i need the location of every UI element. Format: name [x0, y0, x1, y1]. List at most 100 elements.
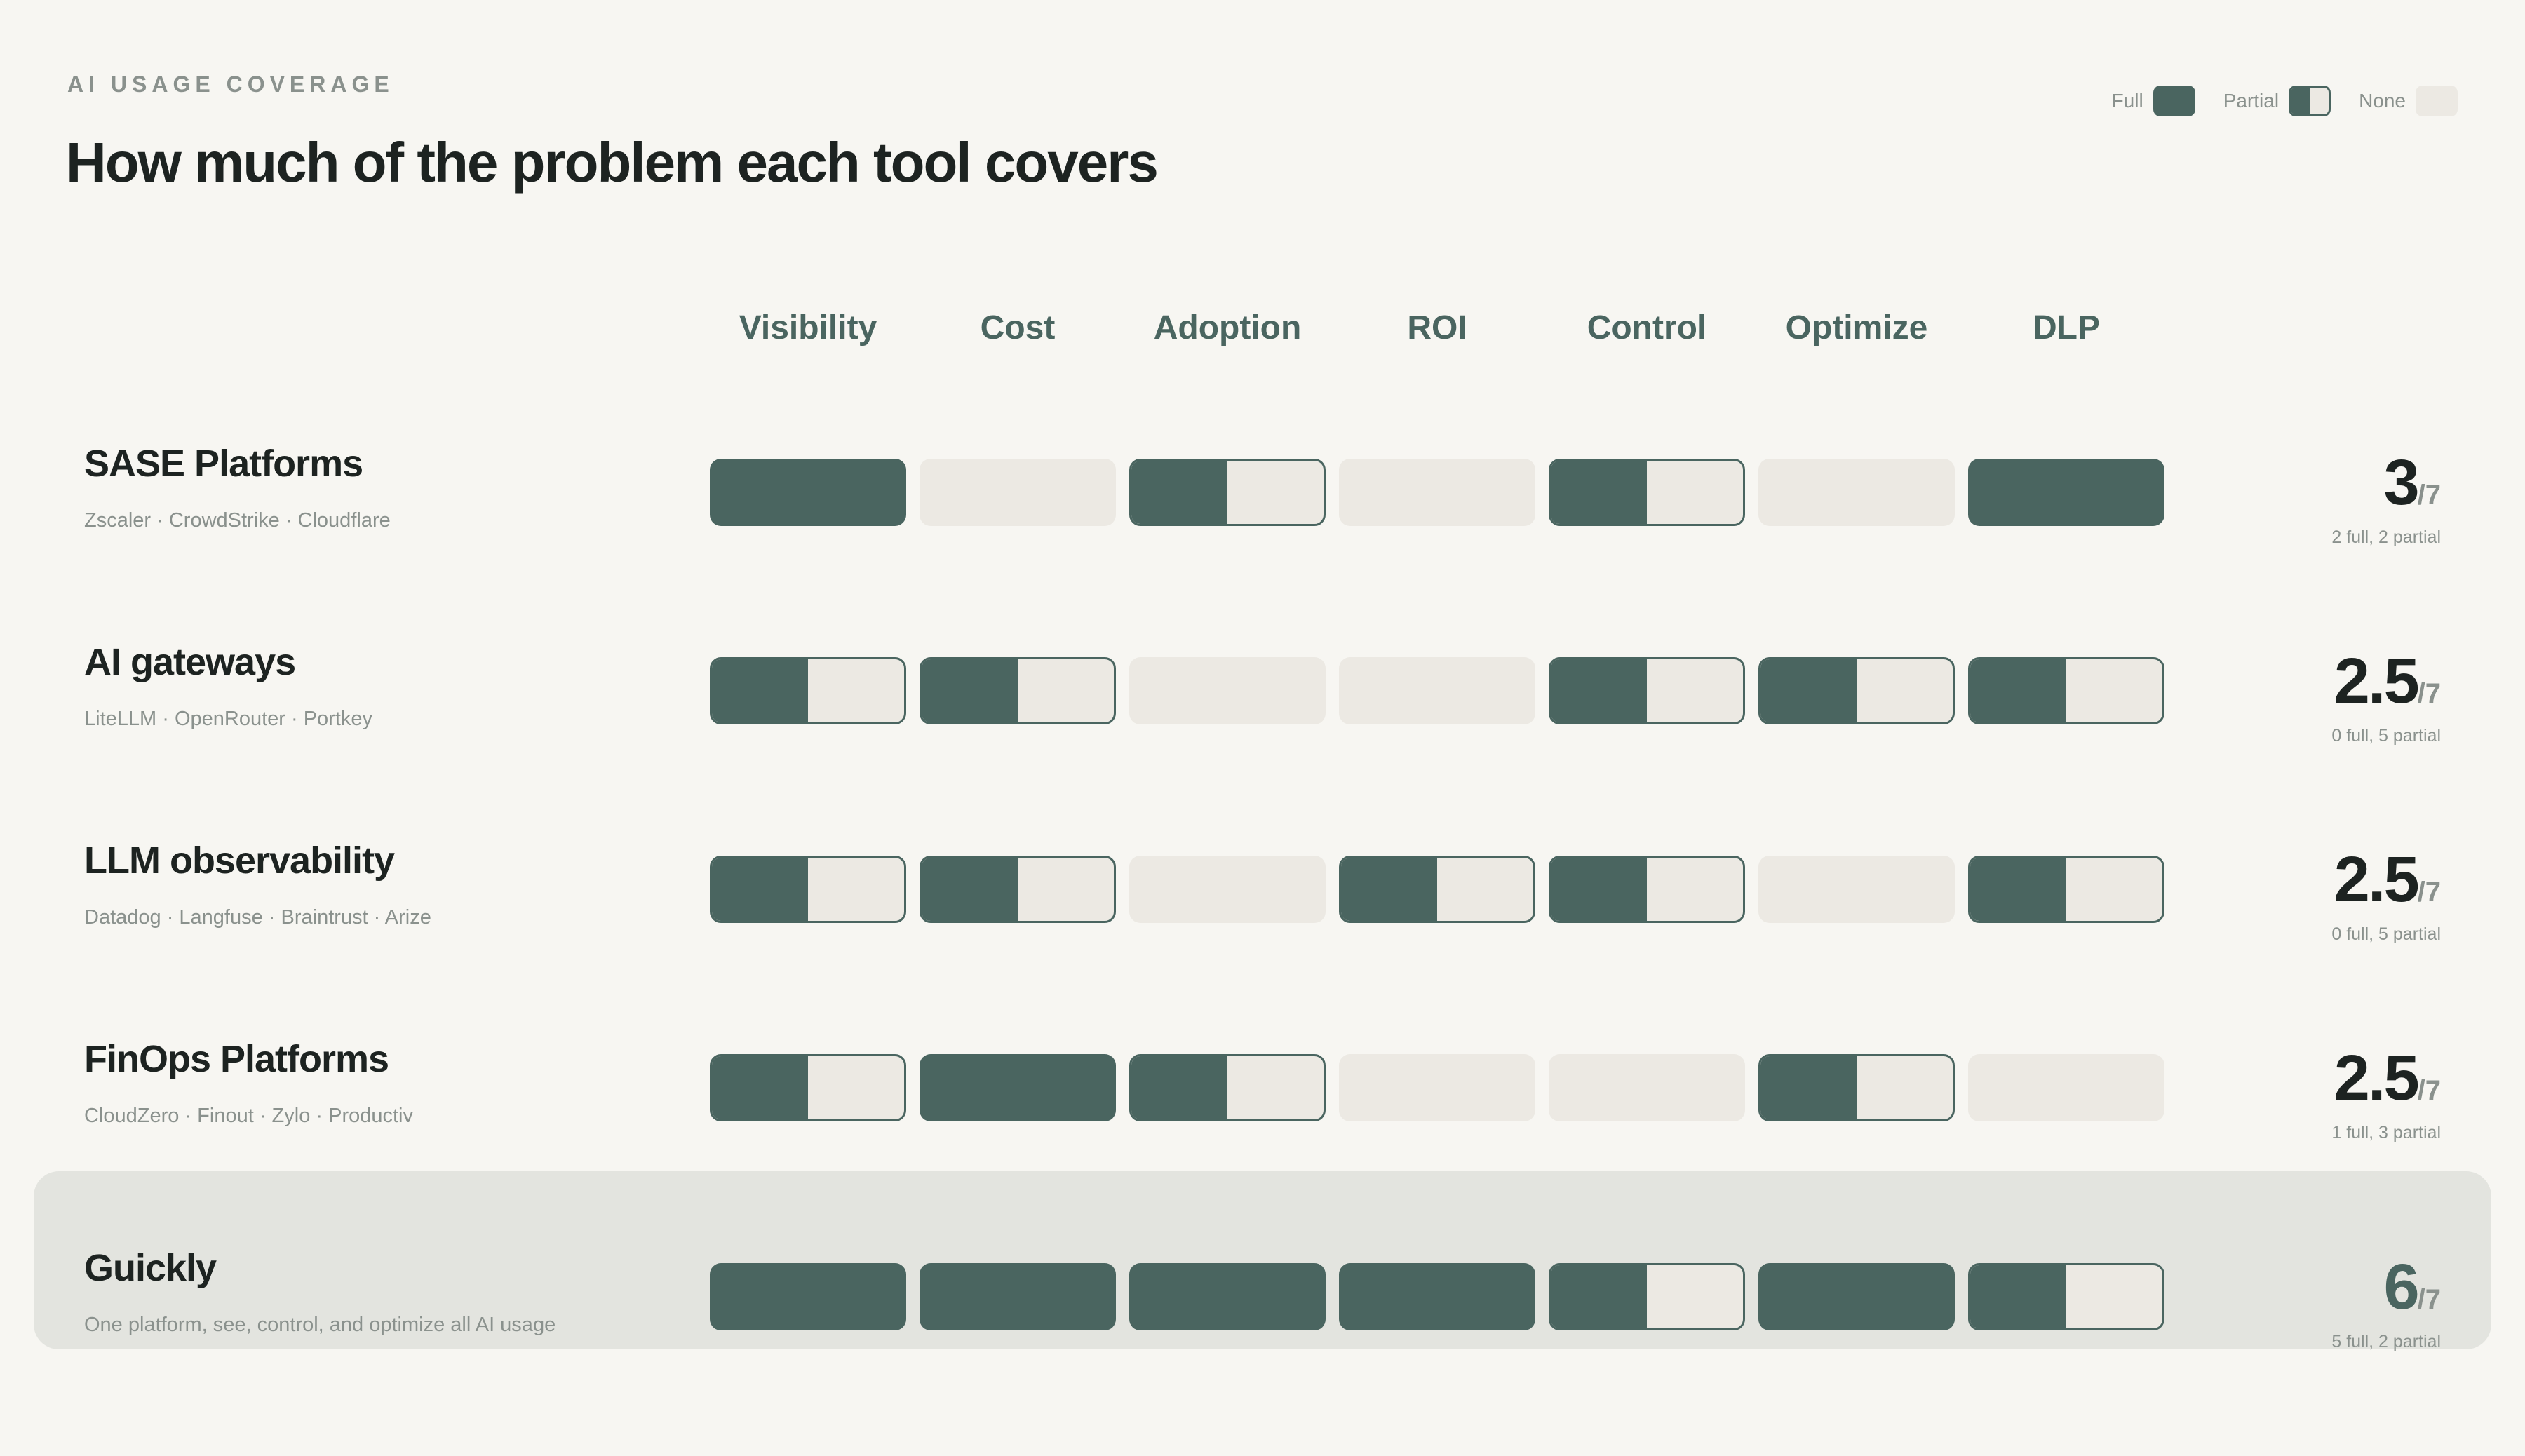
partial-fill [922, 659, 1018, 722]
coverage-cell-llm-observability-optimize-none [1758, 856, 1955, 923]
coverage-cell-sase-platforms-cost-none [920, 459, 1116, 526]
score-denominator: /7 [2417, 678, 2441, 709]
partial-fill [712, 858, 808, 921]
column-header-dlp: DLP [2033, 309, 2100, 346]
column-header-adoption: Adoption [1153, 309, 1302, 346]
legend-label-full: Full [2111, 90, 2143, 112]
legend-swatch-full [2153, 86, 2195, 116]
coverage-cell-llm-observability-dlp-partial [1968, 856, 2164, 923]
page-title: How much of the problem each tool covers [66, 131, 1159, 194]
coverage-cell-guickly-dlp-partial [1968, 1263, 2164, 1330]
coverage-cell-ai-gateways-optimize-partial [1758, 657, 1955, 724]
partial-fill [712, 659, 808, 722]
coverage-cell-ai-gateways-cost-partial [920, 657, 1116, 724]
row-examples: LiteLLM · OpenRouter · Portkey [84, 708, 373, 730]
row-score: 6/7 [2160, 1255, 2441, 1319]
coverage-cell-guickly-visibility-full [710, 1263, 906, 1330]
legend-item-full: Full [2112, 86, 2195, 116]
coverage-cell-guickly-cost-full [920, 1263, 1116, 1330]
column-header-roi: ROI [1407, 309, 1467, 346]
partial-fill [1551, 659, 1647, 722]
partial-fill [922, 858, 1018, 921]
partial-fill [1341, 858, 1437, 921]
partial-fill [712, 1056, 808, 1119]
coverage-cell-ai-gateways-visibility-partial [710, 657, 906, 724]
coverage-cell-llm-observability-adoption-none [1129, 856, 1326, 923]
coverage-cell-sase-platforms-visibility-full [710, 459, 906, 526]
legend-swatch-none [2416, 86, 2458, 116]
row-name: Guickly [84, 1247, 217, 1289]
row-name: SASE Platforms [84, 443, 363, 485]
score-value: 3 [2383, 447, 2419, 518]
coverage-cell-ai-gateways-dlp-partial [1968, 657, 2164, 724]
row-score-detail: 5 full, 2 partial [2331, 1332, 2441, 1351]
coverage-cell-finops-platforms-roi-none [1339, 1054, 1535, 1121]
partial-fill [1551, 1265, 1647, 1328]
coverage-cell-finops-platforms-optimize-partial [1758, 1054, 1955, 1121]
coverage-cell-finops-platforms-dlp-none [1968, 1054, 2164, 1121]
row-examples: One platform, see, control, and optimize… [84, 1314, 556, 1336]
partial-fill [1970, 659, 2066, 722]
coverage-cell-ai-gateways-adoption-none [1129, 657, 1326, 724]
row-examples: Zscaler · CrowdStrike · Cloudflare [84, 509, 391, 532]
eyebrow-label: AI USAGE COVERAGE [67, 72, 394, 97]
partial-fill [1131, 461, 1227, 524]
coverage-cell-guickly-optimize-full [1758, 1263, 1955, 1330]
legend-label-none: None [2359, 90, 2406, 112]
row-examples: Datadog · Langfuse · Braintrust · Arize [84, 906, 431, 929]
partial-fill [1760, 1056, 1857, 1119]
score-value: 2.5 [2334, 645, 2420, 717]
partial-fill [1551, 461, 1647, 524]
coverage-cell-guickly-adoption-full [1129, 1263, 1326, 1330]
coverage-cell-guickly-roi-full [1339, 1263, 1535, 1330]
score-value: 6 [2383, 1251, 2419, 1323]
row-examples: CloudZero · Finout · Zylo · Productiv [84, 1105, 413, 1127]
partial-fill [1760, 659, 1857, 722]
legend: Full Partial None [2084, 86, 2458, 116]
coverage-cell-guickly-control-partial [1549, 1263, 1745, 1330]
column-header-optimize: Optimize [1785, 309, 1928, 346]
coverage-cell-sase-platforms-roi-none [1339, 459, 1535, 526]
row-name: LLM observability [84, 840, 395, 882]
coverage-cell-sase-platforms-optimize-none [1758, 459, 1955, 526]
partial-fill [1131, 1056, 1227, 1119]
coverage-cell-ai-gateways-roi-none [1339, 657, 1535, 724]
coverage-cell-llm-observability-control-partial [1549, 856, 1745, 923]
coverage-cell-finops-platforms-visibility-partial [710, 1054, 906, 1121]
coverage-cell-llm-observability-visibility-partial [710, 856, 906, 923]
score-value: 2.5 [2334, 1042, 2420, 1114]
coverage-cell-finops-platforms-control-none [1549, 1054, 1745, 1121]
row-score-detail: 0 full, 5 partial [2331, 924, 2441, 944]
coverage-cell-ai-gateways-control-partial [1549, 657, 1745, 724]
coverage-cell-llm-observability-cost-partial [920, 856, 1116, 923]
score-denominator: /7 [2417, 480, 2441, 511]
partial-fill [1551, 858, 1647, 921]
row-name: AI gateways [84, 641, 296, 683]
row-score: 3/7 [2160, 450, 2441, 515]
coverage-cell-llm-observability-roi-partial [1339, 856, 1535, 923]
row-score-detail: 0 full, 5 partial [2331, 726, 2441, 746]
row-score-detail: 2 full, 2 partial [2331, 527, 2441, 547]
row-name: FinOps Platforms [84, 1038, 389, 1080]
coverage-cell-finops-platforms-adoption-partial [1129, 1054, 1326, 1121]
coverage-cell-sase-platforms-adoption-partial [1129, 459, 1326, 526]
coverage-cell-finops-platforms-cost-full [920, 1054, 1116, 1121]
row-score: 2.5/7 [2160, 649, 2441, 713]
score-denominator: /7 [2417, 1075, 2441, 1106]
column-header-visibility: Visibility [739, 309, 877, 346]
legend-item-none: None [2359, 86, 2458, 116]
row-score: 2.5/7 [2160, 1046, 2441, 1110]
column-header-cost: Cost [980, 309, 1056, 346]
score-denominator: /7 [2417, 877, 2441, 908]
legend-swatch-partial [2289, 86, 2331, 116]
column-header-control: Control [1587, 309, 1707, 346]
partial-fill [1970, 858, 2066, 921]
partial-fill [1970, 1265, 2066, 1328]
row-score: 2.5/7 [2160, 847, 2441, 912]
row-score-detail: 1 full, 3 partial [2331, 1123, 2441, 1142]
coverage-cell-sase-platforms-dlp-full [1968, 459, 2164, 526]
score-value: 2.5 [2334, 844, 2420, 915]
coverage-cell-sase-platforms-control-partial [1549, 459, 1745, 526]
legend-label-partial: Partial [2223, 90, 2280, 112]
